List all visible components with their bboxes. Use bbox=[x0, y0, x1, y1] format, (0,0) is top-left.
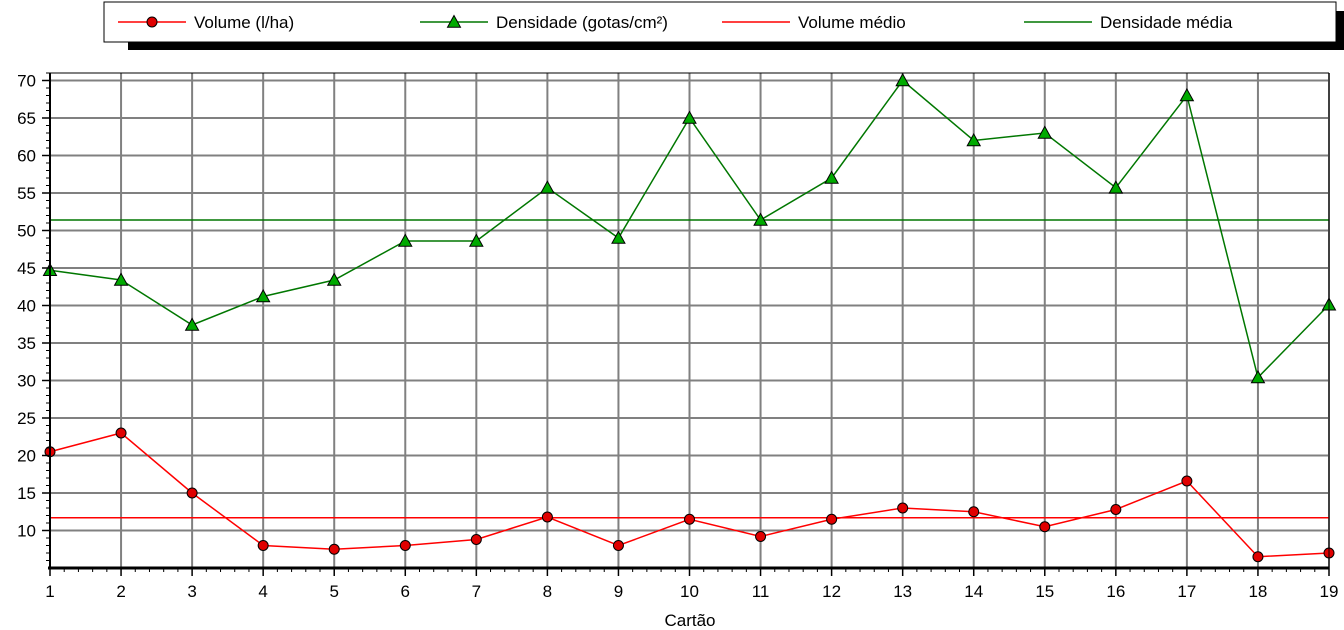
data-point bbox=[115, 427, 127, 439]
y-tick-label: 25 bbox=[17, 409, 36, 428]
x-tick-label: 18 bbox=[1248, 582, 1267, 601]
data-point bbox=[1252, 551, 1264, 563]
legend-label: Densidade (gotas/cm²) bbox=[496, 13, 668, 32]
data-point bbox=[326, 272, 342, 286]
data-point bbox=[684, 513, 695, 525]
y-tick-label: 20 bbox=[17, 447, 36, 466]
data-point bbox=[753, 212, 768, 226]
data-point bbox=[113, 272, 129, 286]
data-point bbox=[1179, 87, 1195, 102]
x-tick-label: 7 bbox=[472, 582, 481, 601]
x-tick-label: 15 bbox=[1035, 582, 1054, 601]
x-tick-label: 16 bbox=[1106, 582, 1125, 601]
data-point bbox=[1037, 125, 1053, 139]
data-point bbox=[755, 531, 767, 542]
x-tick-label: 19 bbox=[1320, 582, 1339, 601]
data-point bbox=[611, 230, 626, 244]
legend-label: Volume (l/ha) bbox=[194, 13, 294, 32]
data-point bbox=[468, 233, 484, 247]
data-point bbox=[612, 540, 624, 551]
x-tick-label: 9 bbox=[614, 582, 623, 601]
y-tick-label: 15 bbox=[17, 484, 36, 503]
y-tick-label: 65 bbox=[17, 109, 36, 128]
data-point bbox=[682, 110, 697, 124]
data-point bbox=[1039, 521, 1051, 533]
legend-swatch-marker bbox=[446, 14, 462, 28]
data-point bbox=[399, 540, 411, 551]
data-point bbox=[966, 132, 982, 147]
data-point bbox=[968, 506, 980, 518]
y-tick-label: 30 bbox=[17, 372, 36, 391]
legend-label: Densidade média bbox=[1100, 13, 1233, 32]
y-tick-label: 70 bbox=[17, 72, 36, 91]
x-axis-title: Cartão bbox=[664, 611, 715, 630]
x-tick-label: 2 bbox=[116, 582, 125, 601]
y-tick-label: 60 bbox=[17, 147, 36, 166]
legend: Volume (l/ha) Densidade (gotas/cm²) Volume… bbox=[103, 1, 1344, 50]
x-tick-label: 12 bbox=[822, 582, 841, 601]
legend-box bbox=[103, 1, 1337, 43]
y-tick-label: 35 bbox=[17, 334, 36, 353]
data-point bbox=[257, 540, 269, 551]
x-tick-label: 1 bbox=[45, 582, 54, 601]
data-point bbox=[255, 288, 271, 303]
data-point bbox=[826, 513, 838, 525]
data-point bbox=[1110, 504, 1122, 515]
x-tick-label: 5 bbox=[329, 582, 338, 601]
legend-swatch-marker bbox=[146, 16, 158, 28]
grid bbox=[49, 73, 1330, 568]
data-point bbox=[1181, 475, 1193, 487]
x-tick-label: 10 bbox=[680, 582, 699, 601]
y-tick-label: 50 bbox=[17, 222, 36, 241]
y-tick-label: 40 bbox=[17, 297, 36, 316]
data-point bbox=[540, 180, 555, 194]
axes: 1 2 3 4 5 6 7 8 9 10 11 12 13 14 15 16 17 18 1910152025303… bbox=[17, 72, 1338, 602]
data-point bbox=[897, 502, 909, 514]
x-tick-label: 8 bbox=[543, 582, 552, 601]
data-point bbox=[541, 511, 553, 523]
x-tick-label: 13 bbox=[893, 582, 912, 601]
y-tick-label: 45 bbox=[17, 259, 36, 278]
y-tick-label: 55 bbox=[17, 184, 36, 203]
data-point bbox=[1250, 369, 1266, 384]
legend-label: Volume médio bbox=[798, 13, 906, 32]
x-tick-label: 3 bbox=[187, 582, 196, 601]
data-point bbox=[397, 233, 413, 247]
data-point bbox=[470, 534, 482, 545]
y-tick-label: 10 bbox=[17, 522, 36, 541]
data-point bbox=[184, 317, 200, 331]
data-point bbox=[1108, 180, 1124, 194]
x-tick-label: 6 bbox=[401, 582, 410, 601]
x-tick-label: 4 bbox=[258, 582, 267, 601]
x-tick-label: 14 bbox=[964, 582, 983, 601]
data-point bbox=[824, 170, 839, 184]
x-tick-label: 17 bbox=[1177, 582, 1196, 601]
data-point bbox=[328, 543, 340, 555]
series bbox=[42, 72, 1337, 563]
data-point bbox=[895, 72, 911, 87]
x-tick-label: 11 bbox=[752, 582, 770, 601]
data-point bbox=[186, 487, 198, 499]
